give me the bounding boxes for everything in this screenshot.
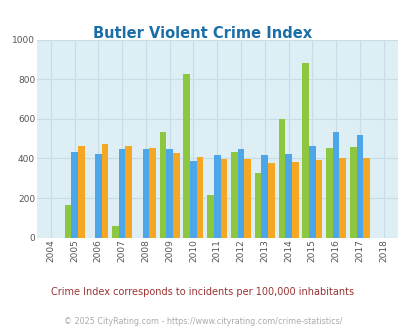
Bar [278, 119, 284, 238]
Bar [230, 152, 237, 238]
Bar [291, 162, 298, 238]
Bar [339, 158, 345, 238]
Bar [95, 154, 101, 238]
Bar [112, 226, 119, 238]
Bar [173, 153, 179, 238]
Bar [237, 148, 244, 238]
Bar [213, 155, 220, 238]
Text: Butler Violent Crime Index: Butler Violent Crime Index [93, 26, 312, 41]
Bar [302, 63, 308, 238]
Bar [349, 147, 356, 238]
Bar [267, 163, 274, 238]
Bar [325, 148, 332, 238]
Text: Crime Index corresponds to incidents per 100,000 inhabitants: Crime Index corresponds to incidents per… [51, 287, 354, 297]
Bar [207, 195, 213, 238]
Bar [315, 160, 322, 238]
Bar [166, 148, 173, 238]
Bar [119, 148, 125, 238]
Bar [356, 135, 362, 238]
Bar [362, 158, 369, 238]
Bar [159, 132, 166, 238]
Bar [196, 157, 203, 238]
Bar [101, 144, 108, 238]
Bar [125, 146, 132, 238]
Bar [244, 159, 250, 238]
Bar [190, 161, 196, 238]
Bar [183, 74, 190, 238]
Bar [254, 173, 261, 238]
Bar [71, 152, 78, 238]
Bar [78, 146, 84, 238]
Bar [149, 148, 156, 238]
Bar [308, 146, 315, 238]
Bar [284, 154, 291, 238]
Bar [332, 132, 339, 238]
Bar [261, 155, 267, 238]
Text: © 2025 CityRating.com - https://www.cityrating.com/crime-statistics/: © 2025 CityRating.com - https://www.city… [64, 317, 341, 326]
Bar [64, 205, 71, 238]
Bar [220, 159, 227, 238]
Bar [142, 149, 149, 238]
